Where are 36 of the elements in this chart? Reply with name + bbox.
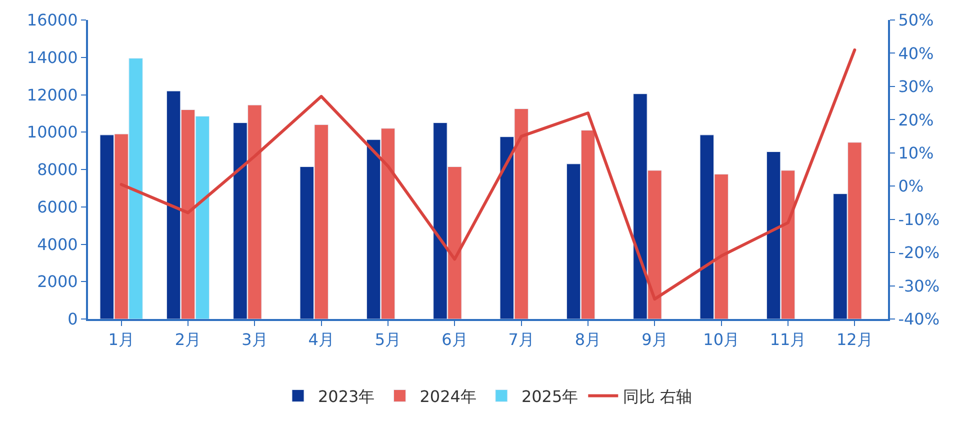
y-tick-label: 12000	[26, 85, 78, 104]
x-tick-label: 10月	[703, 330, 740, 350]
x-tick-label: 8月	[574, 330, 602, 350]
x-tick-label: 5月	[374, 330, 402, 350]
x-tick-label: 11月	[770, 330, 806, 350]
y-tick-label: 16000	[26, 10, 78, 30]
y2-tick-label: -30%	[898, 276, 940, 296]
y-tick-label: 10000	[26, 122, 78, 142]
y-tick-label: 4000	[37, 234, 78, 254]
y2-tick-label: -10%	[898, 210, 940, 229]
x-tick-label: 4月	[308, 330, 334, 350]
y-tick-label: 14000	[26, 48, 78, 67]
y2-tick-label: 10%	[898, 143, 934, 162]
x-tick-label: 1月	[108, 330, 134, 350]
legend-label: 2023年	[318, 386, 375, 406]
legend-label: 2024年	[420, 386, 476, 406]
x-tick-label: 7月	[508, 330, 534, 350]
line-series	[120, 48, 856, 301]
x-tick-label: 12月	[836, 330, 873, 350]
y-tick-label: 2000	[37, 272, 78, 292]
y2-tick-label: 0%	[898, 176, 924, 196]
y-tick-label: 6000	[37, 197, 78, 216]
y2-tick-label: 30%	[898, 77, 934, 96]
legend-label: 2025年	[521, 386, 578, 406]
y2-tick-label: -40%	[898, 310, 940, 329]
y2-tick-label: 50%	[898, 10, 934, 30]
x-tick-label: 6月	[442, 330, 468, 350]
legend-label: 同比 右轴	[623, 386, 692, 406]
y2-tick-label: -20%	[898, 243, 940, 262]
y-tick-label: 8000	[37, 160, 78, 180]
x-tick-label: 3月	[242, 330, 268, 350]
x-tick-label: 9月	[642, 330, 668, 350]
y2-tick-label: 20%	[898, 110, 934, 130]
y-tick-label: 0	[68, 310, 78, 329]
x-tick-label: 2月	[174, 330, 202, 350]
y2-tick-label: 40%	[898, 44, 934, 63]
